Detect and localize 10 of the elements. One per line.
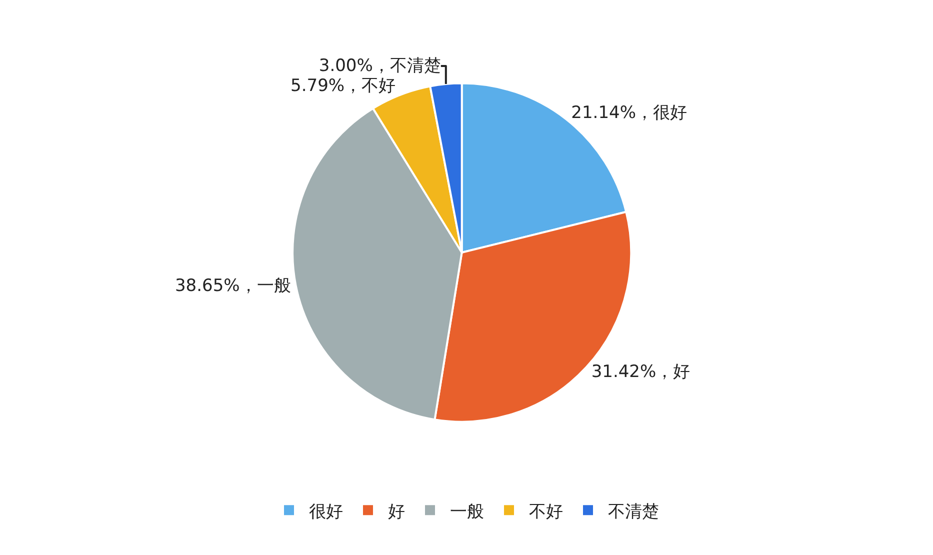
data-label: 31.42%，好	[591, 362, 690, 382]
legend-label: 不清楚	[608, 502, 659, 522]
legend-label: 不好	[529, 502, 563, 522]
legend-label: 很好	[309, 502, 343, 522]
legend-label: 一般	[450, 502, 484, 522]
data-label: 38.65%，一般	[174, 276, 291, 296]
legend-label: 好	[388, 502, 405, 522]
data-label: 3.00%，不清楚	[318, 56, 441, 76]
data-label: 5.79%，不好	[290, 76, 396, 96]
data-label: 21.14%，很好	[571, 103, 687, 124]
